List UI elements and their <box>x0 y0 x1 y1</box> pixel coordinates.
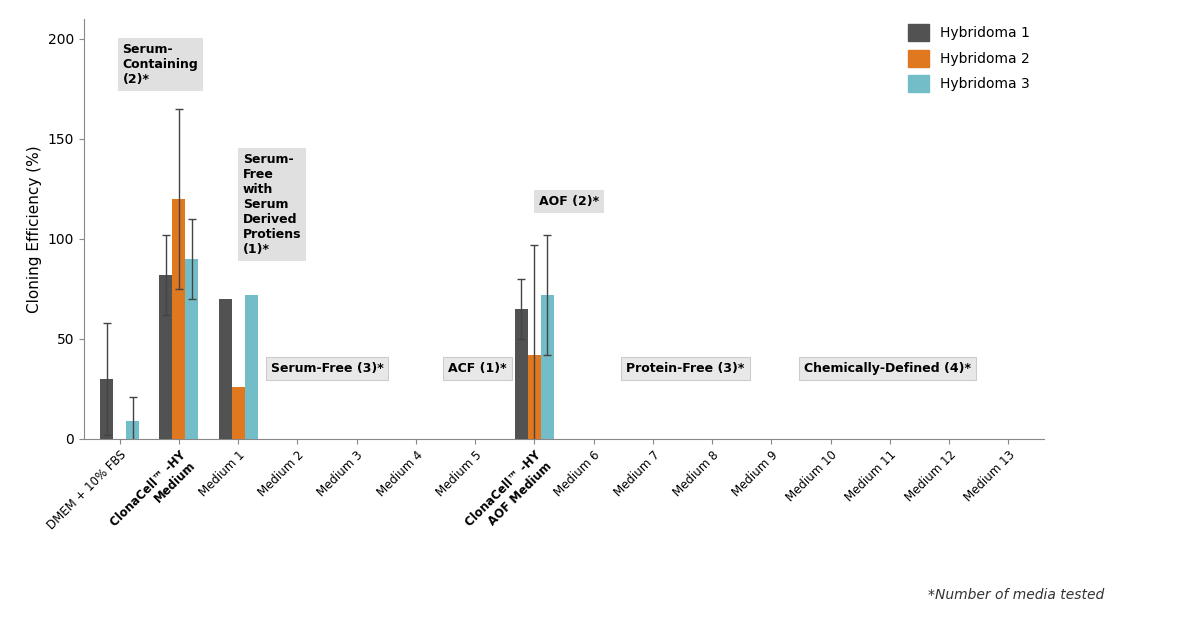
Text: Serum-
Containing
(2)*: Serum- Containing (2)* <box>122 43 198 86</box>
Bar <box>185 259 198 439</box>
Text: Serum-
Free
with
Serum
Derived
Protiens
(1)*: Serum- Free with Serum Derived Protiens … <box>242 153 301 256</box>
Bar <box>160 275 173 439</box>
Text: *Number of media tested: *Number of media tested <box>928 588 1104 602</box>
Text: ACF (1)*: ACF (1)* <box>449 362 508 376</box>
Bar <box>541 295 554 439</box>
Legend: Hybridoma 1, Hybridoma 2, Hybridoma 3: Hybridoma 1, Hybridoma 2, Hybridoma 3 <box>901 18 1037 98</box>
Y-axis label: Cloning Efficiency (%): Cloning Efficiency (%) <box>28 145 42 313</box>
Text: Protein-Free (3)*: Protein-Free (3)* <box>626 362 744 376</box>
Bar <box>245 295 258 439</box>
Bar <box>126 421 139 439</box>
Bar <box>100 379 113 439</box>
Bar <box>173 199 185 439</box>
Bar <box>515 309 528 439</box>
Bar <box>218 299 232 439</box>
Text: Serum-Free (3)*: Serum-Free (3)* <box>271 362 384 376</box>
Bar <box>528 355 541 439</box>
Text: Chemically-Defined (4)*: Chemically-Defined (4)* <box>804 362 971 376</box>
Bar <box>232 387 245 439</box>
Text: AOF (2)*: AOF (2)* <box>539 195 599 208</box>
